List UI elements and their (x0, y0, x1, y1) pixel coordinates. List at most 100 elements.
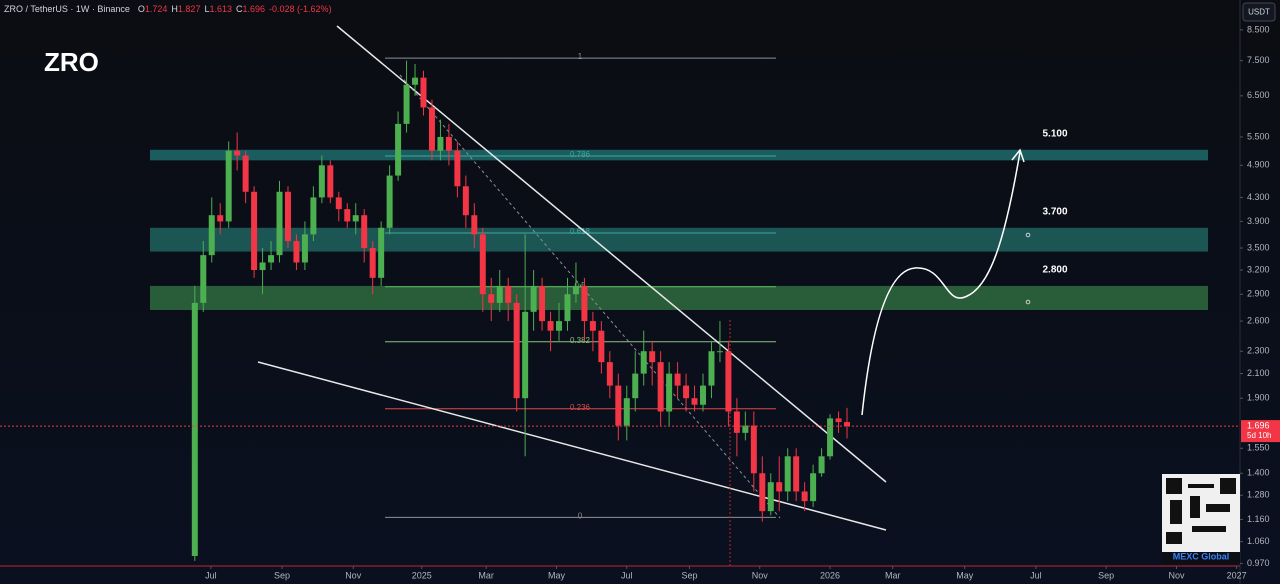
ohlc-value: 1.696 (243, 4, 266, 14)
candle-body (700, 385, 707, 405)
x-tick-label: Nov (1168, 570, 1185, 580)
lower-trendline (257, 361, 887, 531)
ohlc-letter: L (204, 4, 209, 14)
price-tag (1241, 420, 1280, 443)
candle-body (818, 456, 825, 474)
candle-body (725, 351, 732, 412)
x-tick-label: Nov (752, 570, 769, 580)
candle-body (750, 425, 757, 474)
y-tick-label: 0.970 (1247, 558, 1270, 568)
candle-body (225, 150, 232, 222)
candle-body (318, 165, 325, 198)
candle-body (640, 351, 647, 374)
candle-body (589, 321, 596, 331)
qr-pattern (1190, 496, 1200, 518)
target-zone (150, 227, 1208, 252)
currency-label[interactable]: USDT (1248, 8, 1270, 17)
candle-body (217, 215, 224, 222)
y-tick-label: 4.900 (1247, 160, 1270, 170)
candle-body (259, 262, 266, 271)
fib-label: 0 (578, 511, 583, 520)
ohlc-value: 1.827 (178, 4, 201, 14)
candle-body (623, 398, 630, 426)
chart-title: ZRO (44, 47, 99, 77)
candle-body (581, 285, 588, 322)
fib-label: 0.618 (570, 227, 591, 236)
candle-body (556, 321, 563, 331)
candle-body (479, 234, 486, 295)
ohlc-letter: H (171, 4, 178, 14)
candle-body (403, 84, 410, 124)
candle-body (234, 150, 241, 156)
candle-body (191, 302, 198, 556)
arrow-head (1011, 148, 1025, 163)
symbol: ZRO / TetherUS · 1W · Binance (4, 4, 130, 14)
x-tick-label: 2027 (1227, 570, 1247, 580)
candle-body (522, 311, 529, 399)
candle-body (598, 330, 605, 363)
point (1025, 299, 1031, 305)
candle-body (335, 197, 342, 210)
x-tick-label: Jul (1030, 570, 1042, 580)
qr-pattern (1188, 484, 1214, 488)
qr-pattern (1170, 500, 1182, 524)
target-zone (150, 285, 1208, 310)
projection-arrow (861, 151, 1021, 416)
x-tick-label: Sep (681, 570, 697, 580)
candle-body (539, 285, 546, 322)
candle-body (547, 321, 554, 331)
candle-body (420, 77, 427, 108)
candle-body (564, 294, 571, 322)
candle-body (327, 165, 334, 198)
candle-body (386, 175, 393, 228)
y-tick-label: 3.900 (1247, 216, 1270, 226)
y-tick-label: 5.500 (1247, 131, 1270, 141)
candle-body (284, 191, 291, 242)
candle-body (242, 155, 249, 192)
y-tick-label: 1.550 (1247, 443, 1270, 453)
x-tick-label: Mar (478, 570, 494, 580)
y-tick-label: 2.900 (1247, 289, 1270, 299)
candle-body (708, 351, 715, 386)
candle-body (649, 351, 656, 363)
candle-body (793, 456, 800, 492)
x-tick-label: Jul (205, 570, 217, 580)
candle-body (293, 241, 300, 263)
candle-body (572, 285, 579, 295)
y-tick-label: 1.060 (1247, 536, 1270, 546)
y-tick-label: 2.100 (1247, 368, 1270, 378)
candle-body (606, 362, 613, 386)
candle-body (742, 425, 749, 433)
target-label: 2.800 (1042, 265, 1067, 276)
upper-trendline (336, 25, 887, 483)
candle-body (505, 285, 512, 303)
x-tick-label: May (956, 570, 974, 580)
candle-body (395, 123, 402, 176)
candle-body (810, 473, 817, 502)
fib-diagonal (399, 74, 781, 519)
candle-body (361, 215, 368, 249)
candle-body (759, 473, 766, 512)
ohlc-value: 1.724 (145, 4, 168, 14)
candle-body (412, 77, 419, 85)
ohlc-letter: C (236, 4, 243, 14)
candle-body (674, 373, 681, 386)
change: -0.028 (-1.62%) (269, 4, 332, 14)
target-zone (150, 149, 1208, 161)
x-tick-label: Sep (1098, 570, 1114, 580)
x-tick-label: Nov (345, 570, 362, 580)
y-tick-label: 1.280 (1247, 490, 1270, 500)
candle-body (310, 197, 317, 235)
y-tick-label: 6.500 (1247, 90, 1270, 100)
candle-body (716, 351, 723, 353)
candle-body (471, 215, 478, 235)
y-tick-label: 3.500 (1247, 242, 1270, 252)
candle-body (496, 285, 503, 303)
candle-body (691, 398, 698, 405)
currency-button[interactable] (1242, 2, 1276, 22)
y-tick-label: 2.300 (1247, 346, 1270, 356)
qr-pattern (1206, 504, 1230, 512)
candles (191, 60, 850, 561)
